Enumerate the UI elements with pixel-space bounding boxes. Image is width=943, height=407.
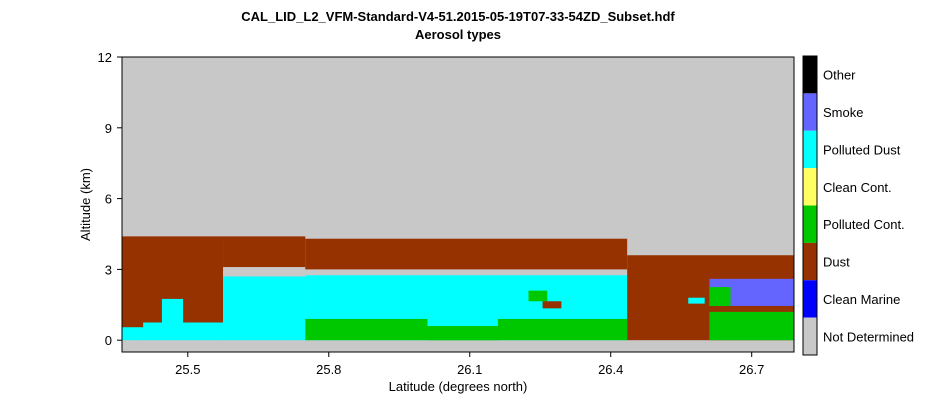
y-tick-label: 3 [105, 262, 112, 277]
plot-regions [122, 57, 794, 352]
y-tick-label: 12 [98, 50, 112, 65]
chart-title: CAL_LID_L2_VFM-Standard-V4-51.2015-05-19… [241, 9, 675, 24]
region-polluted-cont [528, 290, 548, 302]
region-polluted-cont [427, 326, 498, 341]
legend-label-polluted-cont: Polluted Cont. [823, 217, 905, 232]
x-tick-label: 26.1 [457, 362, 482, 377]
legend-label-other: Other [823, 68, 856, 83]
legend-swatch-polluted-cont [803, 205, 817, 243]
y-tick-label: 9 [105, 121, 112, 136]
x-tick-label: 25.5 [175, 362, 200, 377]
y-tick-label: 6 [105, 192, 112, 207]
x-axis: 25.5 25.8 26.1 26.4 26.7 [175, 352, 764, 377]
region-polluted-dust [688, 297, 705, 304]
chart-subtitle: Aerosol types [415, 27, 501, 42]
plot-border [121, 56, 795, 353]
legend-label-clean-cont: Clean Cont. [823, 180, 892, 195]
legend-label-smoke: Smoke [823, 105, 863, 120]
region-polluted-dust [427, 317, 498, 327]
y-axis-label: Altitude (km) [78, 168, 93, 241]
region-polluted-dust [161, 298, 184, 323]
region-dust [305, 238, 628, 270]
region-polluted-dust [122, 327, 144, 341]
region-dust [223, 236, 306, 268]
legend-label-dust: Dust [823, 255, 850, 270]
region-dust [542, 301, 562, 309]
legend-swatch-other [803, 56, 817, 94]
legend-swatch-polluted-dust [803, 130, 817, 169]
x-tick-label: 26.4 [598, 362, 623, 377]
y-tick-label: 0 [105, 333, 112, 348]
colorbar-legend: Other Smoke Polluted Dust Clean Cont. Pollut… [802, 55, 914, 356]
region-polluted-cont [709, 287, 731, 306]
plot-frame [121, 56, 795, 353]
legend-swatch-clean-marine [803, 280, 817, 318]
legend-label-clean-marine: Clean Marine [823, 292, 900, 307]
y-axis: 0 3 6 9 12 [98, 50, 122, 348]
legend-swatch-dust [803, 242, 817, 281]
x-axis-label: Latitude (degrees north) [389, 379, 528, 394]
legend-swatch-smoke [803, 93, 817, 131]
colorbar-border [802, 55, 818, 356]
legend-label-not-determined: Not Determined [823, 329, 914, 344]
x-tick-label: 25.8 [316, 362, 341, 377]
legend-swatch-not-determined [803, 317, 817, 355]
region-polluted-cont [709, 311, 794, 341]
x-tick-label: 26.7 [739, 362, 764, 377]
region-polluted-dust [143, 322, 224, 341]
legend-swatch-clean-cont [803, 168, 817, 206]
region-polluted-dust [223, 276, 306, 341]
legend-label-polluted-dust: Polluted Dust [823, 142, 901, 157]
